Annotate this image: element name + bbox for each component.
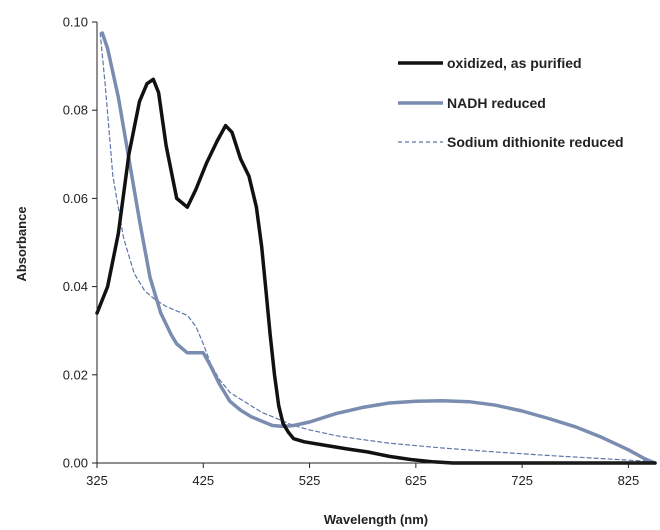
x-ticks: 325 425 525 625 725 825 [86, 463, 639, 488]
series-line-nadh [100, 31, 657, 465]
axes [96, 22, 655, 464]
x-tick-label: 525 [299, 473, 321, 488]
series-lines [95, 31, 657, 465]
y-axis-title: Absorbance [14, 206, 29, 281]
x-tick-label: 625 [405, 473, 427, 488]
legend: oxidized, as purified NADH reduced Sodiu… [398, 55, 624, 150]
legend-label-oxidized: oxidized, as purified [447, 55, 582, 71]
y-tick-label: 0.08 [63, 103, 88, 118]
series-line-dithionite [99, 32, 656, 463]
x-tick-label: 325 [86, 473, 108, 488]
x-tick-label: 825 [618, 473, 640, 488]
x-tick-label: 425 [192, 473, 214, 488]
y-tick-label: 0.00 [63, 456, 88, 471]
legend-label-dithionite: Sodium dithionite reduced [447, 134, 624, 150]
y-ticks: 0.00 0.02 0.04 0.06 0.08 0.10 [63, 15, 97, 471]
legend-label-nadh: NADH reduced [447, 95, 546, 111]
series-line-oxidized [95, 77, 657, 465]
y-tick-label: 0.10 [63, 15, 88, 30]
y-tick-label: 0.02 [63, 367, 88, 382]
x-axis-title: Wavelength (nm) [324, 512, 428, 527]
y-tick-label: 0.04 [63, 279, 88, 294]
x-tick-label: 725 [511, 473, 533, 488]
y-tick-label: 0.06 [63, 191, 88, 206]
